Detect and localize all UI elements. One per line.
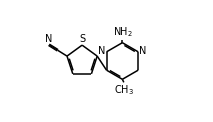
Text: NH$_2$: NH$_2$ [113, 25, 133, 39]
Text: S: S [79, 34, 85, 44]
Text: N: N [139, 46, 147, 56]
Text: N: N [45, 34, 52, 44]
Text: CH$_3$: CH$_3$ [114, 83, 134, 97]
Text: N: N [98, 46, 105, 56]
